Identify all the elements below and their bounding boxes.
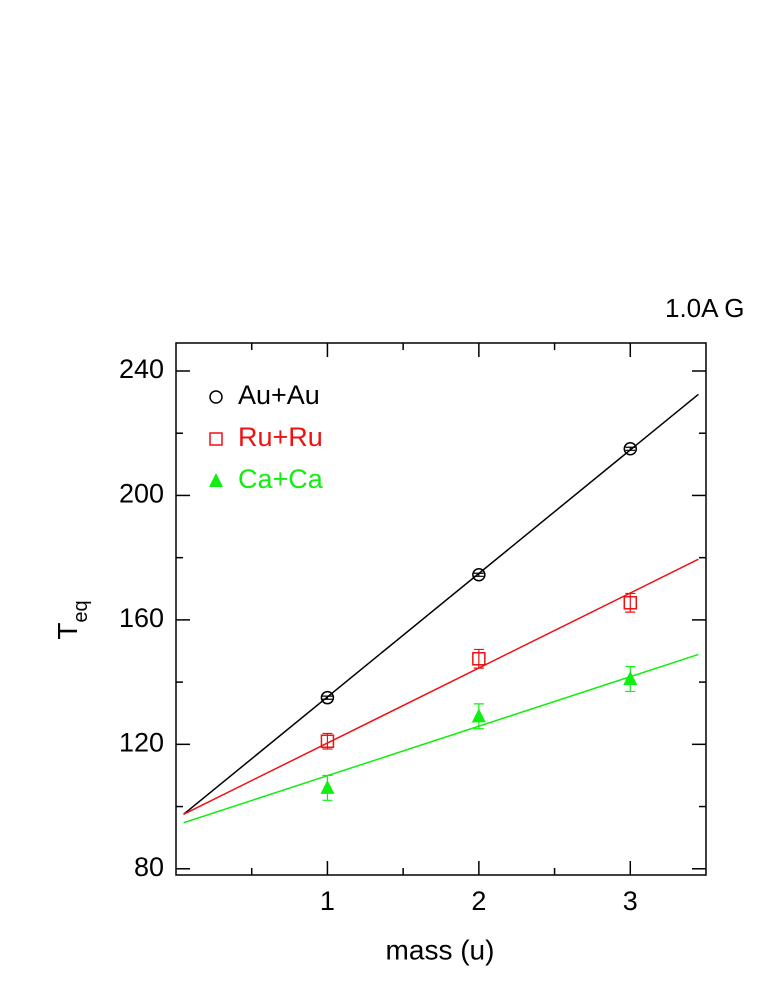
x-tick-label: 3 — [623, 886, 638, 916]
y-axis-label-main: T — [52, 623, 83, 640]
error-bar — [625, 446, 636, 451]
data-point — [320, 779, 335, 794]
data-point — [472, 568, 486, 582]
data-point — [623, 442, 638, 456]
data-point — [623, 671, 638, 685]
chart-title: 1.0A G — [665, 293, 745, 323]
fit-line — [183, 558, 699, 816]
x-tick-label: 1 — [320, 886, 335, 916]
y-tick-label: 240 — [119, 354, 164, 384]
data-point — [471, 708, 486, 723]
y-tick-label: 160 — [119, 603, 164, 633]
fit-line — [183, 653, 699, 824]
legend-label: Au+Au — [238, 380, 320, 410]
error-bar — [322, 695, 333, 700]
y-tick-label: 120 — [119, 727, 164, 757]
legend-label: Ca+Ca — [238, 464, 324, 494]
legend-symbol — [209, 390, 223, 404]
y-axis-label-subscript: eq — [70, 600, 92, 622]
legend-label: Ru+Ru — [238, 422, 323, 452]
legend-symbol — [209, 473, 223, 487]
data-point — [472, 652, 486, 666]
data-point — [320, 690, 335, 705]
x-axis-label: mass (u) — [386, 934, 495, 965]
y-tick-label: 200 — [119, 479, 164, 509]
y-axis-label: Teq — [52, 600, 92, 639]
data-point — [320, 734, 335, 748]
fit-line — [183, 393, 699, 815]
data-point — [623, 596, 638, 610]
y-tick-label: 80 — [134, 852, 164, 882]
x-tick-label: 2 — [471, 886, 486, 916]
error-bar — [322, 732, 333, 750]
error-bar — [473, 572, 484, 577]
legend-symbol — [209, 432, 223, 446]
plot-frame — [175, 342, 707, 876]
